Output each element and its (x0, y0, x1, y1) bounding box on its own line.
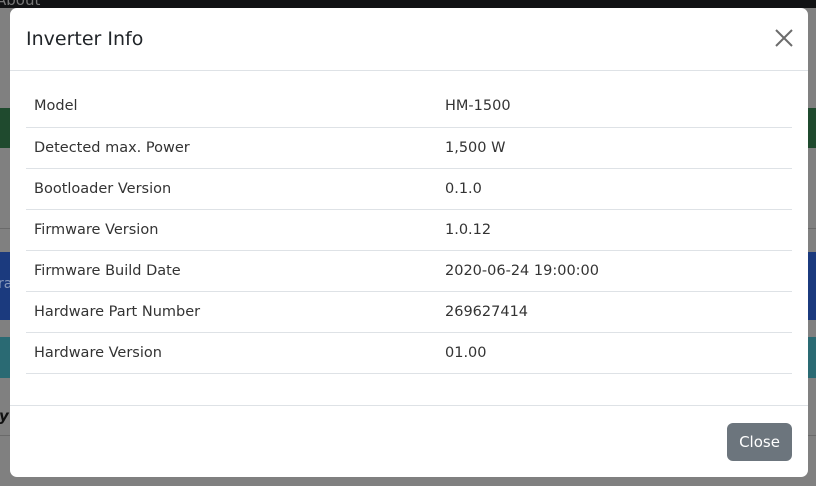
row-value: 01.00 (437, 332, 792, 374)
row-label: Model (26, 86, 437, 128)
row-label: Hardware Version (26, 332, 437, 374)
table-row: Firmware Build Date 2020-06-24 19:00:00 (26, 250, 792, 292)
row-value: 2020-06-24 19:00:00 (437, 250, 792, 292)
navbar: About (0, 0, 816, 8)
row-label: Hardware Part Number (26, 291, 437, 333)
close-button[interactable]: Close (727, 423, 792, 461)
table-row: Model HM-1500 (26, 86, 792, 128)
row-label: Bootloader Version (26, 168, 437, 210)
table-row: Bootloader Version 0.1.0 (26, 168, 792, 210)
inverter-info-modal: Inverter Info Model HM-1500 Detected max. … (10, 8, 808, 477)
row-value: 1.0.12 (437, 209, 792, 251)
row-value: HM-1500 (437, 86, 792, 128)
row-value: 0.1.0 (437, 168, 792, 210)
close-icon[interactable] (774, 28, 794, 48)
row-value: 1,500 W (437, 127, 792, 169)
table-row: Hardware Version 01.00 (26, 332, 792, 374)
table-row: Hardware Part Number 269627414 (26, 291, 792, 333)
background-text: ra (0, 276, 13, 292)
nav-about[interactable]: About (0, 0, 40, 8)
row-label: Detected max. Power (26, 127, 437, 169)
row-label: Firmware Build Date (26, 250, 437, 292)
modal-title: Inverter Info (26, 28, 144, 50)
table-row: Detected max. Power 1,500 W (26, 127, 792, 169)
background-text: y (0, 407, 9, 425)
modal-header: Inverter Info (10, 8, 808, 71)
info-table: Model HM-1500 Detected max. Power 1,500 W Bo… (26, 86, 792, 374)
row-value: 269627414 (437, 291, 792, 333)
row-label: Firmware Version (26, 209, 437, 251)
modal-body: Model HM-1500 Detected max. Power 1,500 W Bo… (10, 71, 808, 406)
table-row: Firmware Version 1.0.12 (26, 209, 792, 251)
